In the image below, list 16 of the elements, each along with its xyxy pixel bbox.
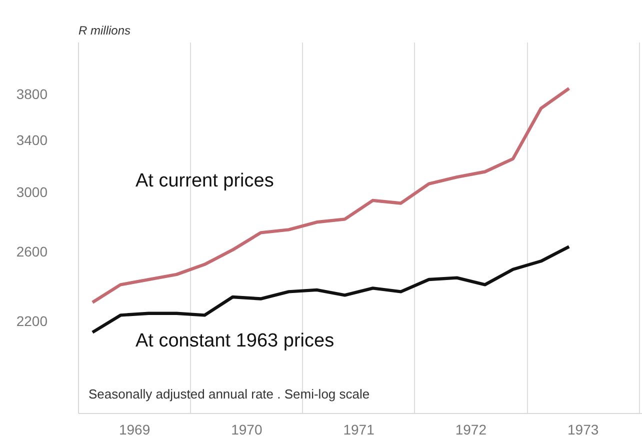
- x-tick-label: 1972: [455, 422, 487, 438]
- y-tick-label: 2200: [16, 312, 48, 329]
- text: At current prices: [136, 170, 274, 192]
- line-series: [90, 245, 571, 334]
- y-axis-title: R millions: [78, 24, 131, 38]
- y-tick-label: 3400: [16, 132, 48, 148]
- x-tick-label: 1970: [231, 422, 262, 438]
- y-tick-label: 3000: [16, 184, 48, 200]
- x-tick-label: 1969: [118, 422, 150, 438]
- x-tick-label: 1973: [568, 422, 599, 438]
- line-series: [90, 86, 571, 304]
- y-tick-label: 2600: [16, 243, 48, 260]
- series-label: At constant 1963 prices: [136, 330, 334, 352]
- annotation: Seasonally adjusted annual rate . Semi-log scale: [88, 386, 370, 402]
- x-tick-label: 1971: [343, 422, 375, 438]
- y-tick-label: 3800: [16, 86, 48, 102]
